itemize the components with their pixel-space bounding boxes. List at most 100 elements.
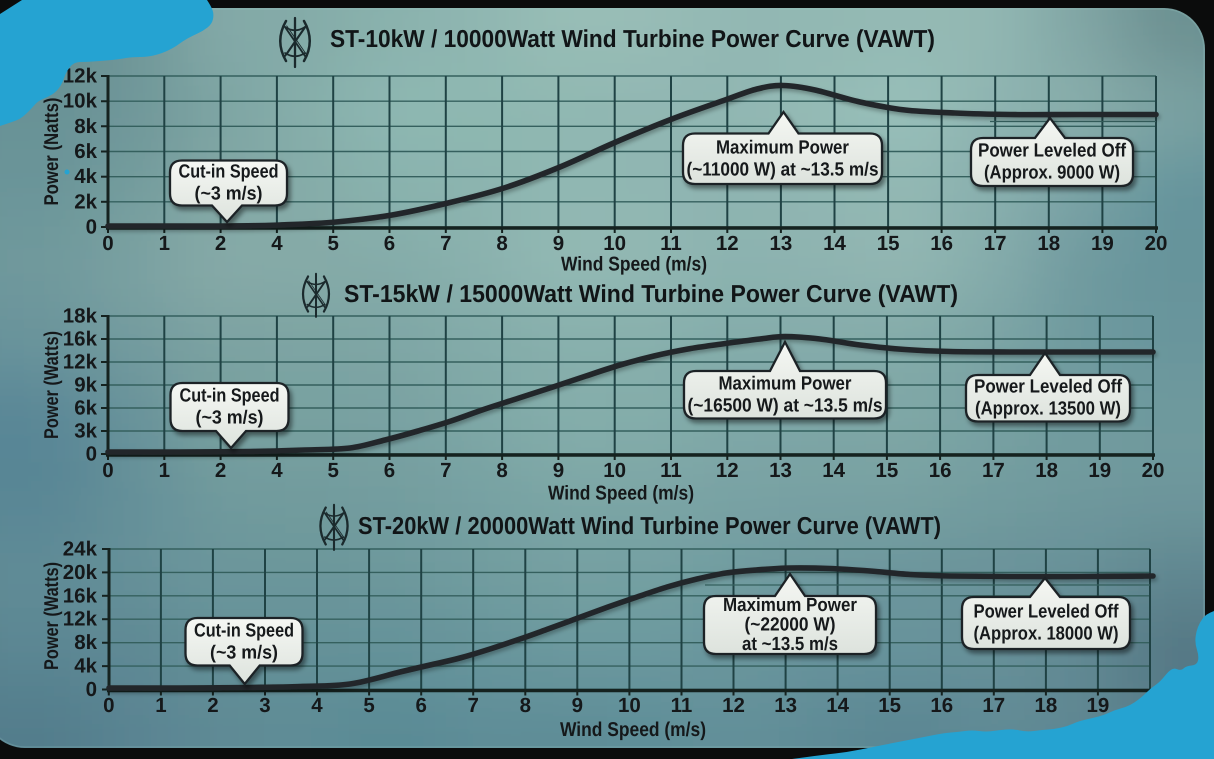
svg-text:17: 17 — [984, 232, 1007, 255]
svg-text:11: 11 — [671, 694, 693, 717]
svg-text:2: 2 — [215, 232, 226, 255]
svg-text:7: 7 — [440, 459, 451, 482]
svg-text:0: 0 — [86, 216, 97, 239]
svg-text:18: 18 — [1035, 459, 1058, 482]
svg-text:at ~13.5 m/s: at ~13.5 m/s — [742, 634, 838, 655]
svg-text:18: 18 — [1034, 694, 1057, 717]
svg-text:1: 1 — [155, 694, 166, 717]
svg-text:(~3 m/s): (~3 m/s) — [195, 184, 263, 205]
svg-text:(Approx. 18000 W): (Approx. 18000 W) — [974, 624, 1119, 645]
svg-text:11: 11 — [660, 232, 682, 255]
svg-text:12: 12 — [722, 694, 745, 717]
svg-text:5: 5 — [327, 232, 338, 255]
svg-text:16: 16 — [930, 694, 953, 717]
svg-text:Maximum Power: Maximum Power — [719, 373, 853, 394]
svg-text:13: 13 — [774, 694, 797, 717]
svg-text:15: 15 — [877, 232, 900, 255]
svg-text:16: 16 — [929, 459, 952, 482]
svg-text:0: 0 — [103, 694, 114, 717]
svg-text:19: 19 — [1086, 694, 1109, 717]
svg-text:19: 19 — [1091, 232, 1114, 255]
svg-text:Power (Natts): Power (Natts) — [41, 98, 63, 206]
svg-text:15: 15 — [875, 459, 898, 482]
svg-text:16k: 16k — [63, 328, 98, 351]
svg-text:(Approx. 9000 W): (Approx. 9000 W) — [984, 163, 1120, 184]
svg-text:19: 19 — [1088, 459, 1111, 482]
svg-text:8: 8 — [520, 694, 531, 717]
svg-text:12: 12 — [716, 459, 739, 482]
svg-text:12k: 12k — [63, 351, 98, 374]
svg-text:Cut-in Speed: Cut-in Speed — [194, 620, 294, 641]
svg-text:(~3 m/s): (~3 m/s) — [196, 408, 264, 429]
svg-text:7: 7 — [440, 232, 451, 255]
svg-text:18: 18 — [1037, 232, 1060, 255]
svg-text:Wind Speed (m/s): Wind Speed (m/s) — [560, 719, 706, 741]
svg-text:13: 13 — [769, 459, 792, 482]
svg-text:6: 6 — [384, 232, 395, 255]
svg-text:18k: 18k — [63, 305, 98, 328]
svg-text:2k: 2k — [74, 190, 97, 213]
svg-text:20k: 20k — [63, 561, 98, 584]
svg-text:(~22000 W): (~22000 W) — [745, 615, 836, 636]
svg-text:17: 17 — [982, 694, 1005, 717]
svg-text:Cut-in Speed: Cut-in Speed — [179, 162, 279, 183]
svg-text:16k: 16k — [63, 584, 98, 607]
svg-text:6k: 6k — [74, 140, 97, 163]
svg-text:(~16500 W) at ~13.5 m/s: (~16500 W) at ~13.5 m/s — [688, 395, 883, 416]
svg-text:(~3 m/s): (~3 m/s) — [210, 642, 278, 663]
svg-text:12k: 12k — [63, 608, 98, 631]
svg-text:4k: 4k — [74, 655, 97, 678]
svg-text:11: 11 — [660, 459, 682, 482]
svg-text:8k: 8k — [74, 115, 97, 138]
svg-text:Maximum Power: Maximum Power — [723, 595, 858, 616]
svg-text:(Approx. 13500 W): (Approx. 13500 W) — [975, 399, 1121, 420]
svg-text:9: 9 — [553, 459, 564, 482]
svg-text:8: 8 — [496, 459, 507, 482]
svg-text:0: 0 — [102, 459, 113, 482]
svg-text:3: 3 — [259, 694, 270, 717]
svg-text:(~11000 W) at ~13.5 m/s: (~11000 W) at ~13.5 m/s — [687, 159, 879, 180]
svg-text:1: 1 — [159, 459, 170, 482]
svg-text:Maximum Power: Maximum Power — [716, 137, 850, 158]
svg-text:Cut-in Speed: Cut-in Speed — [180, 386, 280, 407]
svg-text:15: 15 — [878, 694, 901, 717]
svg-text:6: 6 — [415, 694, 426, 717]
svg-text:Wind Speed (m/s): Wind Speed (m/s) — [561, 254, 707, 276]
svg-text:4: 4 — [271, 232, 283, 255]
svg-text:4k: 4k — [74, 165, 97, 188]
svg-text:Power Leveled Off: Power Leveled Off — [974, 377, 1123, 398]
svg-text:10k: 10k — [63, 90, 98, 113]
svg-text:17: 17 — [982, 459, 1005, 482]
svg-text:4: 4 — [271, 459, 283, 482]
svg-text:14: 14 — [823, 232, 846, 255]
svg-text:ST-20kW / 20000Watt Wind Turbi: ST-20kW / 20000Watt Wind Turbine Power C… — [358, 513, 941, 540]
svg-text:ST-15kW / 15000Watt Wind Turbi: ST-15kW / 15000Watt Wind Turbine Power C… — [344, 281, 958, 308]
svg-text:9: 9 — [553, 232, 564, 255]
svg-text:4: 4 — [311, 694, 323, 717]
svg-text:10: 10 — [603, 459, 626, 482]
svg-text:6k: 6k — [74, 397, 97, 420]
svg-text:12k: 12k — [63, 65, 98, 88]
svg-text:2: 2 — [207, 694, 218, 717]
svg-text:3k: 3k — [74, 420, 97, 443]
svg-text:20: 20 — [1142, 459, 1165, 482]
svg-text:1: 1 — [159, 232, 170, 255]
svg-text:2: 2 — [215, 459, 226, 482]
svg-text:12: 12 — [716, 232, 739, 255]
svg-text:6: 6 — [384, 459, 395, 482]
svg-text:9k: 9k — [74, 374, 97, 397]
svg-text:7: 7 — [467, 694, 478, 717]
svg-text:14: 14 — [822, 459, 845, 482]
svg-text:ST-10kW / 10000Watt Wind Turbi: ST-10kW / 10000Watt Wind Turbine Power C… — [330, 26, 935, 53]
svg-text:Wind Speed (m/s): Wind Speed (m/s) — [548, 483, 694, 505]
svg-text:16: 16 — [930, 232, 953, 255]
svg-text:13: 13 — [769, 232, 792, 255]
svg-text:8: 8 — [496, 232, 507, 255]
svg-text:0: 0 — [86, 678, 97, 701]
svg-text:8k: 8k — [74, 631, 97, 654]
svg-text:5: 5 — [363, 694, 374, 717]
svg-text:Power Leveled Off: Power Leveled Off — [974, 602, 1120, 623]
svg-text:5: 5 — [327, 459, 338, 482]
svg-text:Power (Watts): Power (Watts) — [41, 562, 63, 670]
svg-text:20: 20 — [1145, 232, 1168, 255]
